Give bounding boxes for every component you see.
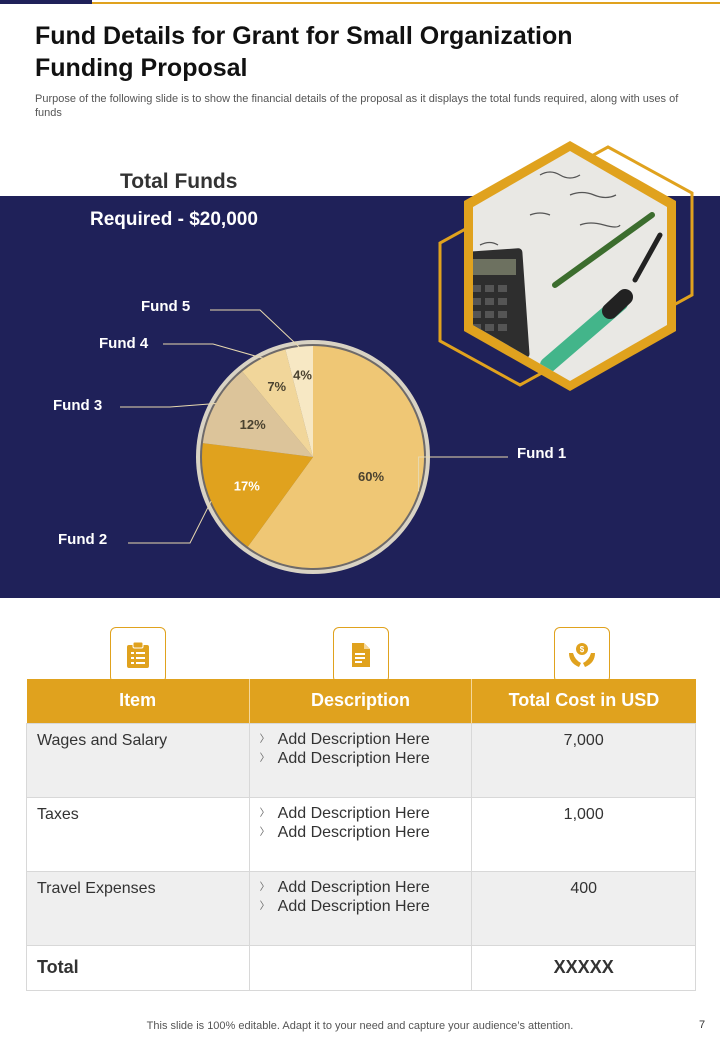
pie-value-label-3: 12% [240,417,266,432]
legend-fund-1: Fund 1 [517,445,567,462]
top-accent-line [92,2,720,4]
legend-fund-2: Fund 2 [58,531,108,548]
description-text: Add Description Here [277,730,430,748]
desk-photo [420,135,720,405]
table-row: Taxes 〉 Add Description Here 〉 Add Descrip… [26,796,696,872]
row-item: Taxes [26,796,250,872]
chevron-right-icon: 〉 [259,900,270,912]
pie-leader-line-2 [128,500,212,544]
page-title: Fund Details for Grant for Small Organiz… [35,22,573,82]
description-text: Add Description Here [277,823,430,841]
pie-leader-line-3 [120,403,216,408]
funds-pie-chart: 60% 17% 12% 7% 4% [120,309,508,574]
row-cost: 400 [471,870,696,946]
pie-slice-5 [285,346,313,457]
chevron-right-icon: 〉 [259,733,270,745]
pie-value-label-5: 4% [293,367,312,382]
pie-slice-2 [202,443,313,547]
column-header-cost: Total Cost in USD [471,679,696,723]
pie-slice-4 [242,349,313,457]
page-number: 7 [699,1019,706,1031]
total-funds-required: Required - $20,000 [90,209,258,230]
pie-leader-line-1 [418,456,508,492]
top-accent-bar [0,0,92,4]
description-text: Add Description Here [277,749,430,767]
chevron-right-icon: 〉 [259,826,270,838]
legend-fund-4: Fund 4 [99,335,149,352]
total-funds-heading: Total Funds [120,170,238,193]
chevron-right-icon: 〉 [259,807,270,819]
row-item: Wages and Salary [26,722,250,798]
row-cost: 1,000 [471,796,696,872]
total-description-empty [248,944,473,991]
pie-leader-line-5 [210,309,300,348]
chevron-right-icon: 〉 [259,752,270,764]
pie-value-label-2: 17% [234,479,260,494]
money-hands-icon: $ [569,643,595,667]
description-icon-box [333,627,389,683]
column-header-description: Description [249,679,473,723]
row-cost: 7,000 [471,722,696,798]
row-description: 〉 Add Description Here 〉 Add Description H… [248,870,473,946]
total-value: XXXXX [471,944,696,991]
description-text: Add Description Here [277,878,430,896]
table-row: Travel Expenses 〉 Add Description Here 〉 A… [26,870,696,946]
page-subtitle: Purpose of the following slide is to sho… [35,93,679,119]
row-item: Travel Expenses [26,870,250,946]
footer-note: This slide is 100% editable. Adapt it to… [146,1020,574,1032]
row-description: 〉 Add Description Here 〉 Add Description H… [248,722,473,798]
pie-value-label-4: 7% [267,379,286,394]
document-icon [352,643,370,667]
cost-table: Item Description Total Cost in USD Wages… [26,679,696,991]
item-icon-box [110,627,166,683]
clipboard-icon [127,641,149,668]
pie-slice-3 [202,371,313,457]
total-label: Total [26,944,250,991]
svg-text:$: $ [580,645,585,654]
chevron-right-icon: 〉 [259,881,270,893]
column-header-item: Item [26,679,250,723]
description-text: Add Description Here [277,804,430,822]
pie-leader-line-4 [163,343,263,359]
description-text: Add Description Here [277,897,430,915]
legend-fund-3: Fund 3 [53,397,103,414]
row-description: 〉 Add Description Here 〉 Add Description H… [248,796,473,872]
legend-fund-5: Fund 5 [141,298,191,315]
table-row: Wages and Salary 〉 Add Description Here 〉… [26,722,696,798]
table-total-row: Total XXXXX [26,944,696,991]
pie-value-label-1: 60% [358,469,384,484]
cost-icon-box: $ [554,627,610,683]
pie-slice-1 [247,346,425,568]
